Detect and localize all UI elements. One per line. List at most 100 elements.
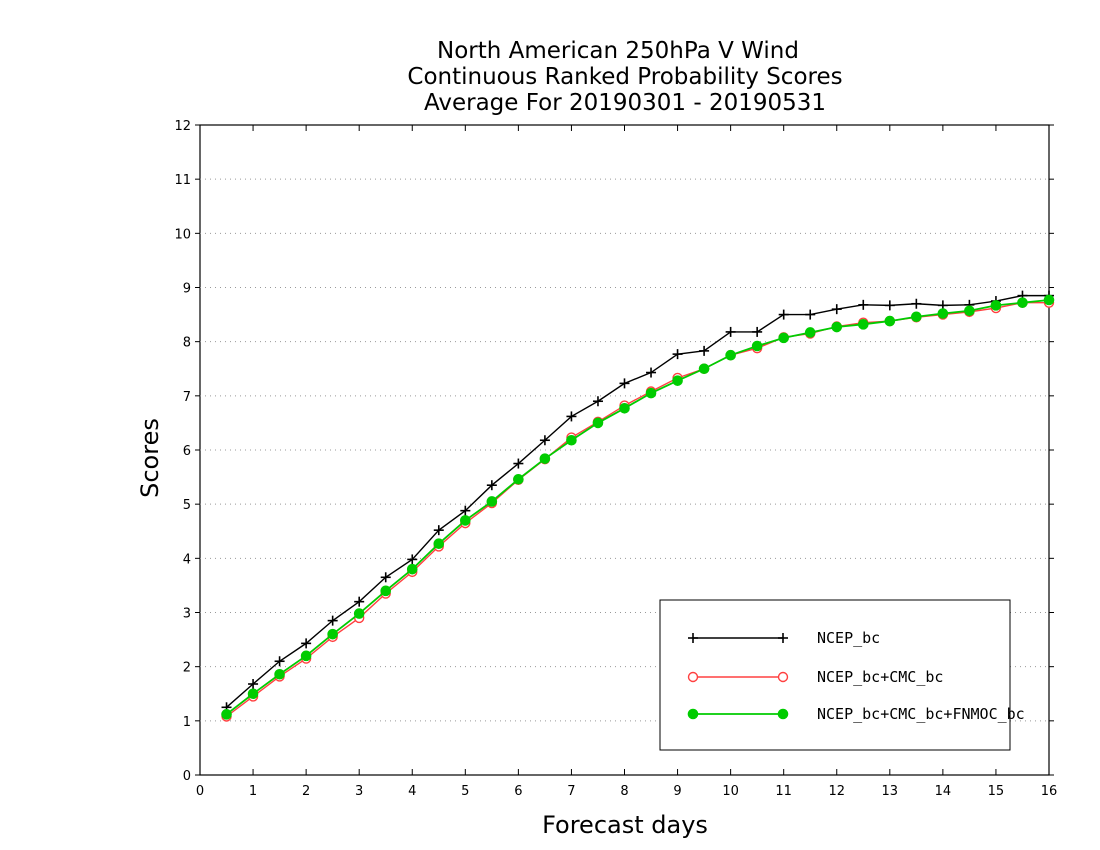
chart-title-line-2: Continuous Ranked Probability Scores — [407, 64, 842, 90]
y-tick-label: 10 — [174, 227, 191, 242]
x-tick-label: 2 — [302, 784, 310, 799]
y-tick-label: 11 — [174, 173, 191, 188]
data-point — [513, 458, 524, 469]
y-tick-label: 8 — [183, 336, 191, 351]
data-point — [937, 308, 949, 319]
x-tick-label: 14 — [935, 784, 952, 799]
data-point — [672, 349, 683, 360]
legend-marker — [777, 671, 789, 683]
x-tick-label: 3 — [355, 784, 363, 799]
data-point — [1043, 294, 1055, 306]
legend-item-2: NCEP_bc+CMC_bc — [687, 668, 943, 686]
data-point — [778, 309, 789, 320]
x-axis-title: Forecast days — [542, 811, 708, 839]
legend-item-1: NCEP_bc — [688, 629, 880, 647]
legend-marker — [687, 671, 699, 683]
data-point — [884, 315, 896, 327]
data-point — [354, 596, 365, 607]
data-point — [539, 453, 551, 464]
y-tick-label: 1 — [183, 715, 191, 730]
x-tick-label: 10 — [722, 784, 739, 799]
x-tick-label: 8 — [620, 784, 628, 799]
data-point — [619, 378, 630, 389]
x-tick-label: 16 — [1041, 784, 1058, 799]
data-point — [406, 563, 418, 575]
data-point — [380, 572, 391, 583]
legend-marker — [688, 633, 698, 643]
legend-items: NCEP_bc NCEP_bc+CMC_bc NCEP_bc+CMC_bc+FNMO… — [687, 629, 1025, 723]
legend: NCEP_bc NCEP_bc+CMC_bc NCEP_bc+CMC_bc+FNMO… — [659, 599, 1025, 751]
data-point — [1017, 297, 1028, 308]
data-point — [752, 326, 763, 337]
data-point — [247, 688, 259, 700]
data-point — [407, 554, 418, 565]
data-point — [672, 375, 683, 386]
data-point — [248, 679, 259, 689]
data-point — [778, 332, 789, 344]
x-tick-label: 1 — [249, 784, 257, 799]
data-point — [301, 638, 312, 649]
data-point — [831, 304, 842, 315]
y-tick-label: 12 — [174, 119, 191, 134]
data-point — [911, 298, 922, 309]
data-point — [751, 340, 763, 352]
data-point — [805, 309, 816, 320]
data-point — [964, 305, 975, 317]
legend-marker — [777, 708, 789, 720]
x-tick-label: 4 — [408, 784, 416, 799]
series-3 — [221, 294, 1055, 720]
data-point — [592, 396, 603, 407]
legend-label: NCEP_bc — [817, 629, 880, 647]
data-point — [221, 709, 232, 720]
series-layer — [221, 290, 1055, 722]
x-tick-label: 12 — [828, 784, 845, 799]
y-tick-label: 3 — [183, 607, 191, 622]
data-point — [513, 473, 524, 485]
data-point — [831, 321, 843, 333]
data-point — [433, 538, 445, 550]
data-point — [539, 435, 550, 446]
data-point — [858, 299, 869, 310]
y-tick-label: 7 — [183, 390, 191, 405]
x-tick-label: 15 — [988, 784, 1005, 799]
data-point — [725, 349, 736, 361]
data-point — [460, 505, 471, 516]
data-point — [592, 417, 604, 429]
data-point — [619, 402, 630, 414]
legend-label: NCEP_bc+CMC_bc+FNMOC_bc — [817, 705, 1025, 723]
data-point — [274, 668, 285, 680]
data-point — [300, 650, 312, 662]
x-tick-label: 0 — [196, 784, 204, 799]
data-point — [460, 515, 471, 526]
x-tick-label: 9 — [673, 784, 681, 799]
data-point — [380, 585, 392, 597]
y-tick-label: 0 — [183, 769, 191, 784]
x-tick-label: 7 — [567, 784, 575, 799]
legend-box — [659, 599, 1011, 751]
y-tick-label: 2 — [183, 661, 191, 676]
data-point — [884, 300, 895, 311]
y-tick-label: 6 — [183, 444, 191, 459]
x-tick-label: 6 — [514, 784, 522, 799]
data-point — [990, 300, 1002, 311]
data-point — [645, 387, 657, 399]
legend-marker — [778, 633, 788, 643]
data-point — [566, 434, 577, 446]
y-tick-label: 9 — [183, 282, 191, 297]
data-point — [327, 615, 338, 626]
chart-title-line-3: Average For 20190301 - 20190531 — [424, 90, 826, 116]
x-tick-label: 11 — [775, 784, 792, 799]
legend-item-3: NCEP_bc+CMC_bc+FNMOC_bc — [687, 705, 1025, 723]
data-point — [486, 480, 497, 491]
data-point — [566, 411, 577, 422]
data-point — [911, 311, 922, 323]
x-tick-label: 5 — [461, 784, 469, 799]
data-point — [857, 319, 869, 330]
x-tick-label: 13 — [882, 784, 899, 799]
chart-title-line-1: North American 250hPa V Wind — [437, 38, 799, 64]
data-point — [274, 656, 285, 667]
x-axis-ticks: 0 1 2 3 4 5 6 7 8 9 10 11 12 13 14 15 16 — [196, 125, 1057, 799]
y-tick-label: 4 — [183, 552, 191, 567]
